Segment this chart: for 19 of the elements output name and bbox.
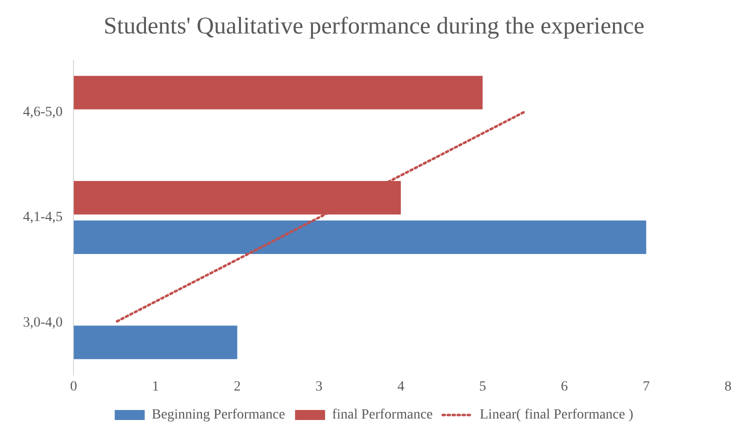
y-tick-label: 3,0-4,0 [22, 315, 63, 330]
x-tick-label: 5 [479, 379, 486, 394]
x-tick-label: 6 [560, 379, 568, 394]
bar [74, 76, 483, 110]
x-tick-label: 1 [152, 379, 159, 394]
x-tick-label: 7 [642, 379, 650, 394]
legend-label: final Performance [332, 408, 433, 423]
x-tick-label: 2 [234, 379, 241, 394]
bar [74, 220, 646, 254]
bar [74, 326, 238, 360]
x-tick-label: 8 [724, 379, 732, 394]
y-tick-label: 4,6-5,0 [22, 105, 63, 120]
x-tick-label: 4 [397, 379, 404, 394]
chart-title: Students' Qualitative performance during the experience [104, 14, 644, 40]
x-tick-label: 3 [316, 379, 323, 394]
legend-label: Linear( final Performance ) [480, 408, 634, 423]
y-tick-label: 4,1-4,5 [22, 210, 63, 226]
x-tick-label: 0 [70, 379, 78, 394]
legend-label: Beginning Performance [152, 408, 286, 423]
